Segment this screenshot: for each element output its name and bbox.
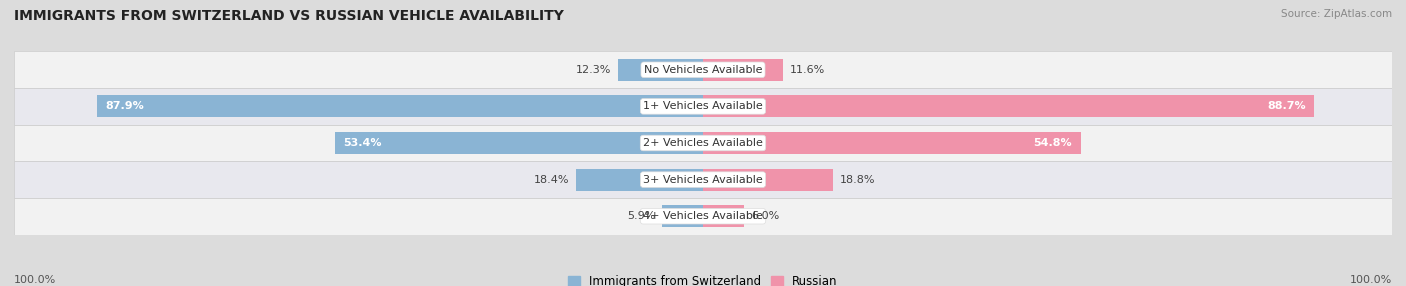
Text: 18.4%: 18.4% (534, 175, 569, 184)
Text: 3+ Vehicles Available: 3+ Vehicles Available (643, 175, 763, 184)
Bar (703, 59, 783, 81)
Text: 12.3%: 12.3% (576, 65, 612, 75)
Text: No Vehicles Available: No Vehicles Available (644, 65, 762, 75)
Text: 100.0%: 100.0% (1350, 275, 1392, 285)
Text: 88.7%: 88.7% (1267, 102, 1306, 111)
Bar (576, 169, 703, 190)
Text: 2+ Vehicles Available: 2+ Vehicles Available (643, 138, 763, 148)
Bar (335, 132, 703, 154)
Bar (14, 161, 1392, 198)
Text: 54.8%: 54.8% (1033, 138, 1073, 148)
Bar (97, 96, 703, 117)
Text: 4+ Vehicles Available: 4+ Vehicles Available (643, 211, 763, 221)
Bar (703, 169, 832, 190)
Text: Source: ZipAtlas.com: Source: ZipAtlas.com (1281, 9, 1392, 19)
Text: 18.8%: 18.8% (839, 175, 875, 184)
Text: 5.9%: 5.9% (627, 211, 655, 221)
Text: 53.4%: 53.4% (343, 138, 382, 148)
Bar (662, 205, 703, 227)
Text: IMMIGRANTS FROM SWITZERLAND VS RUSSIAN VEHICLE AVAILABILITY: IMMIGRANTS FROM SWITZERLAND VS RUSSIAN V… (14, 9, 564, 23)
Bar (703, 205, 744, 227)
Legend: Immigrants from Switzerland, Russian: Immigrants from Switzerland, Russian (564, 270, 842, 286)
Text: 87.9%: 87.9% (105, 102, 145, 111)
Text: 11.6%: 11.6% (790, 65, 825, 75)
Bar (14, 198, 1392, 235)
Bar (703, 96, 1315, 117)
Bar (14, 88, 1392, 125)
Bar (14, 51, 1392, 88)
Text: 1+ Vehicles Available: 1+ Vehicles Available (643, 102, 763, 111)
Text: 6.0%: 6.0% (751, 211, 779, 221)
Text: 100.0%: 100.0% (14, 275, 56, 285)
Bar (619, 59, 703, 81)
Bar (703, 132, 1081, 154)
Bar (14, 125, 1392, 161)
